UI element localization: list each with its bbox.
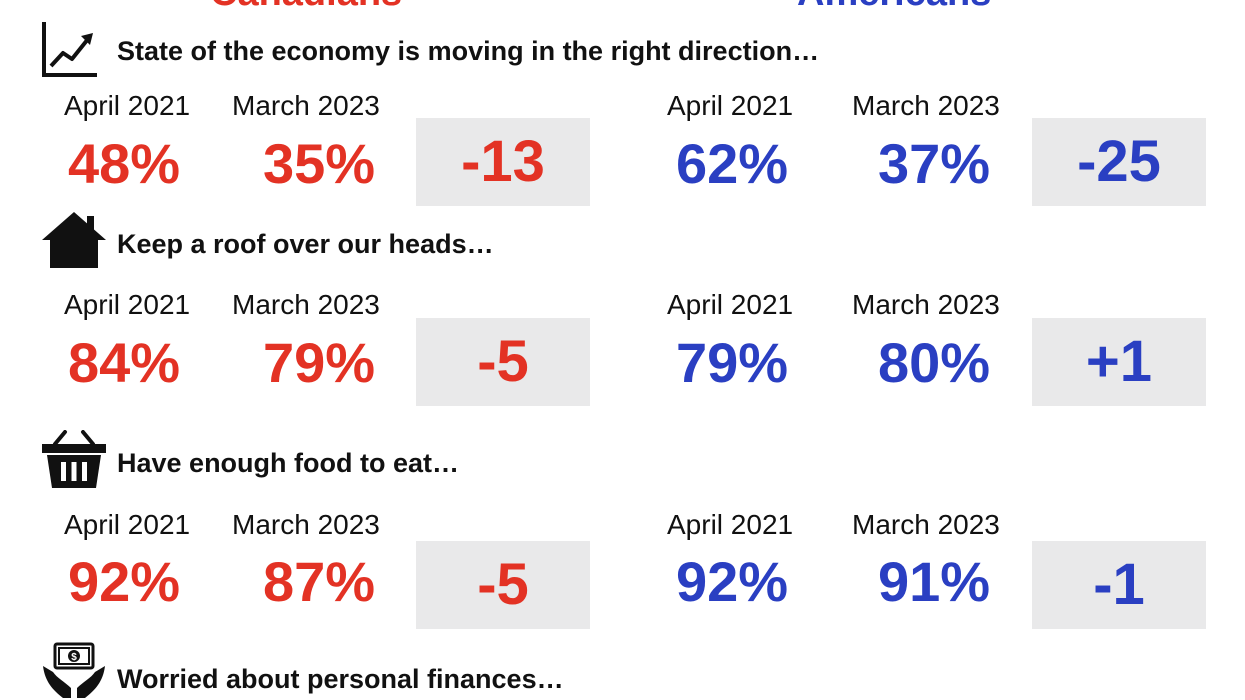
usa-housing-change: +1 <box>1085 329 1153 394</box>
canada-housing-change: -5 <box>477 329 529 394</box>
grocery-basket-icon <box>41 430 107 490</box>
canada-economy-change-box: -13 <box>416 118 590 206</box>
canada-food-change: -5 <box>477 552 529 617</box>
usa-period-after: March 2023 <box>852 90 1000 121</box>
usa-period-after: March 2023 <box>852 509 1000 540</box>
canada-period-after: March 2023 <box>232 509 380 540</box>
svg-text:$: $ <box>71 652 77 663</box>
canada-period-after: March 2023 <box>232 90 380 121</box>
canadians-header: Canadians <box>210 0 402 12</box>
usa-housing-after: 80% <box>878 331 991 394</box>
usa-housing-before: 79% <box>676 331 789 394</box>
question-food: Have enough food to eat… <box>117 448 460 478</box>
question-housing: Keep a roof over our heads… <box>117 229 494 259</box>
canada-economy-after: 35% <box>263 132 376 195</box>
canada-economy-change: -13 <box>461 129 545 194</box>
question-economy: State of the economy is moving in the ri… <box>117 36 820 66</box>
usa-period-after: March 2023 <box>852 289 1000 320</box>
house-icon <box>41 210 107 270</box>
canada-period-before: April 2021 <box>64 90 191 121</box>
americans-header: Americans <box>797 0 991 12</box>
money-hands-icon: $ <box>41 642 107 700</box>
usa-economy-change: -25 <box>1077 129 1161 194</box>
canada-economy-before: 48% <box>68 132 181 195</box>
usa-housing-change-box: +1 <box>1032 318 1206 406</box>
canada-period-before: April 2021 <box>64 509 191 540</box>
canada-period-before: April 2021 <box>64 289 191 320</box>
usa-economy-change-box: -25 <box>1032 118 1206 206</box>
canada-housing-before: 84% <box>68 331 181 394</box>
question-finances: Worried about personal finances… <box>117 664 564 694</box>
canada-housing-change-box: -5 <box>416 318 590 406</box>
usa-economy-before: 62% <box>676 132 789 195</box>
canada-food-before: 92% <box>68 550 181 613</box>
canada-food-after: 87% <box>263 550 376 613</box>
usa-food-change: -1 <box>1093 552 1145 617</box>
usa-food-change-box: -1 <box>1032 541 1206 629</box>
canada-food-change-box: -5 <box>416 541 590 629</box>
usa-period-before: April 2021 <box>667 289 794 320</box>
usa-food-after: 91% <box>878 550 991 613</box>
line-chart-icon <box>41 20 107 80</box>
usa-economy-after: 37% <box>878 132 991 195</box>
usa-period-before: April 2021 <box>667 509 794 540</box>
usa-food-before: 92% <box>676 550 789 613</box>
canada-housing-after: 79% <box>263 331 376 394</box>
usa-period-before: April 2021 <box>667 90 794 121</box>
canada-period-after: March 2023 <box>232 289 380 320</box>
